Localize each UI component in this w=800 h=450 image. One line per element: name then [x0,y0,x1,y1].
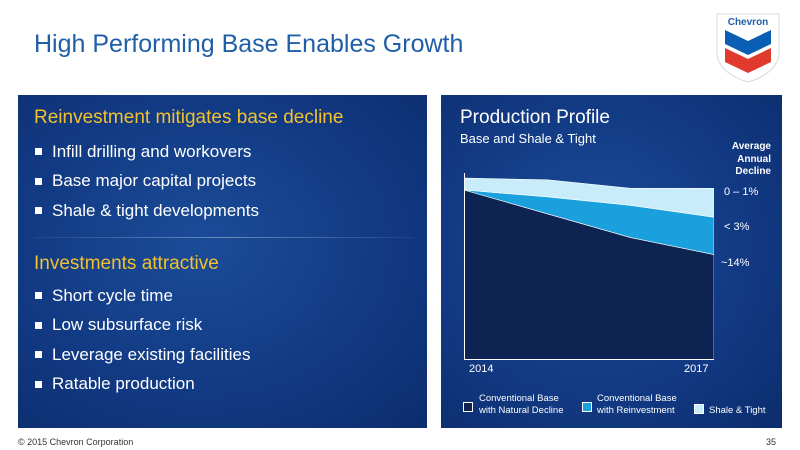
bullet-item: Ratable production [34,370,250,400]
legend-swatch-natural-decline [463,402,473,412]
legend-label-shale: Shale & Tight [709,405,766,416]
copyright-text: © 2015 Chevron Corporation [18,437,134,447]
bullet-item: Shale & tight developments [34,196,259,226]
bullet-item: Infill drilling and workovers [34,137,259,167]
investments-bullet-list: Short cycle time Low subsurface risk Lev… [34,281,250,399]
bullet-square-icon [35,148,42,156]
production-profile-panel: Production Profile Base and Shale & Tigh… [441,95,782,428]
chart-title: Production Profile [460,107,610,128]
decline-header-line: Decline [735,166,771,177]
reinvestment-bullet-list: Infill drilling and workovers Base major… [34,137,259,226]
page-number: 35 [766,437,777,447]
legend-label-natural-decline: Conventional Base with Natural Decline [479,393,564,416]
chevron-logo: Chevron [716,13,780,83]
area-shale-tight [464,177,714,218]
production-area-chart [464,173,714,360]
bullet-item: Low subsurface risk [34,311,250,341]
bullet-item: Base major capital projects [34,167,259,197]
legend-swatch-shale [694,404,704,414]
bullet-item: Short cycle time [34,281,250,311]
bullet-square-icon [35,207,42,215]
decline-header-line: Average [731,141,771,152]
logo-wordmark: Chevron [728,17,769,28]
bullet-square-icon [35,380,42,388]
decline-label-shale: 0 – 1% [724,186,759,198]
legend-swatch-reinvestment [582,402,592,412]
bullet-item: Leverage existing facilities [34,340,250,370]
bullet-square-icon [35,177,42,185]
reinvestment-panel: Reinvestment mitigates base decline Infi… [18,95,427,428]
x-tick-label: 2014 [469,363,494,375]
bullet-square-icon [35,292,42,300]
reinvestment-heading: Reinvestment mitigates base decline [34,107,344,128]
legend-label-reinvestment: Conventional Base with Reinvestment [597,393,677,416]
chart-subtitle: Base and Shale & Tight [460,131,596,146]
slide-title: High Performing Base Enables Growth [34,30,464,58]
section-divider [34,237,414,238]
decline-header-line: Annual [737,153,771,165]
bullet-square-icon [35,351,42,359]
investments-heading: Investments attractive [34,253,219,274]
decline-header: Average Annual Decline [707,141,771,179]
bullet-square-icon [35,321,42,329]
decline-label-natural: ~14% [721,257,750,269]
decline-label-reinvestment: < 3% [724,221,750,233]
x-tick-label: 2017 [684,363,709,375]
